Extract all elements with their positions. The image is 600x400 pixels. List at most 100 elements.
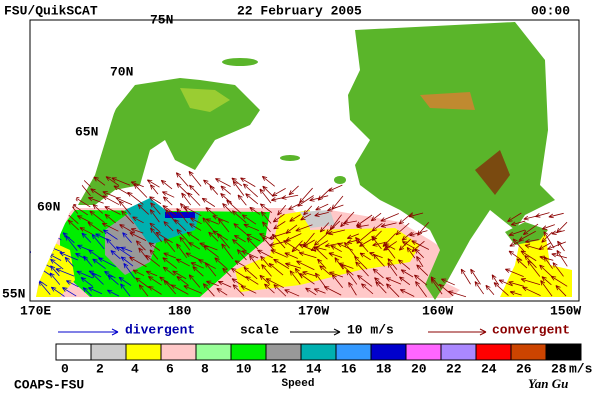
wind-arrow xyxy=(120,283,131,297)
wind-arrow xyxy=(319,265,331,276)
wind-arrow xyxy=(289,214,301,222)
wind-arrow xyxy=(241,214,257,225)
wind-arrow xyxy=(314,272,326,288)
colorbar-cell xyxy=(510,343,547,361)
wind-arrow xyxy=(175,258,190,267)
wind-arrow xyxy=(205,207,216,216)
header-title: FSU/QuikSCAT xyxy=(4,3,98,18)
colorbar-cell xyxy=(440,343,477,361)
wind-arrow xyxy=(359,238,372,247)
wind-arrow xyxy=(90,188,104,198)
wind-arrow xyxy=(409,230,428,237)
wind-arrow xyxy=(132,216,144,224)
wind-arrow xyxy=(512,238,525,252)
wind-arrow xyxy=(327,204,344,212)
wind-arrow xyxy=(148,242,161,251)
wind-arrow xyxy=(232,180,245,196)
legend-convergent: convergent xyxy=(492,322,570,337)
colorbar-label: 24 xyxy=(481,361,497,376)
wind-arrow xyxy=(162,205,177,216)
field-lightgray xyxy=(300,210,335,228)
wind-arrow xyxy=(543,256,553,269)
wind-arrow xyxy=(175,172,189,187)
wind-arrow xyxy=(64,256,74,267)
wind-arrow xyxy=(317,258,327,269)
lon-label: 180 xyxy=(168,303,192,318)
wind-arrow xyxy=(181,192,192,206)
colorbar-label: 10 xyxy=(236,361,252,376)
wind-arrow xyxy=(49,272,61,285)
wind-arrow xyxy=(230,268,247,279)
wind-arrow xyxy=(183,285,203,294)
wind-arrow xyxy=(216,288,228,296)
wind-arrow xyxy=(92,203,103,214)
wind-arrow xyxy=(232,284,245,296)
wind-arrow xyxy=(298,251,317,259)
wind-arrow xyxy=(221,243,234,260)
wind-arrow xyxy=(288,185,299,196)
wind-arrow xyxy=(162,266,175,276)
wind-arrow xyxy=(387,258,398,270)
wind-arrow xyxy=(260,255,270,268)
wind-arrow xyxy=(176,182,189,195)
wind-arrow xyxy=(259,233,273,241)
wind-arrow xyxy=(55,268,75,277)
colorbar-label: 22 xyxy=(446,361,462,376)
wind-arrow xyxy=(341,263,354,276)
wind-arrow xyxy=(91,233,105,250)
header-date: 22 February 2005 xyxy=(237,3,362,18)
lat-label: 75N xyxy=(150,12,173,27)
footer-right: Yan Gu xyxy=(528,376,568,391)
wind-arrow xyxy=(242,183,258,198)
wind-arrow xyxy=(375,281,387,294)
wind-arrow xyxy=(551,252,568,259)
wind-arrow xyxy=(374,277,384,287)
wind-arrow xyxy=(541,276,552,286)
wind-arrow xyxy=(150,202,161,215)
wind-arrow xyxy=(430,278,443,295)
land-mountains xyxy=(420,92,475,110)
wind-arrow xyxy=(315,203,329,211)
wind-arrow xyxy=(218,218,230,233)
wind-arrow xyxy=(291,240,303,253)
wind-arrow xyxy=(232,238,247,252)
colorbar: 0 2 4 6 8 10 12 14 16 18 20 22 24 26 28 m/s xyxy=(55,343,593,376)
wind-arrow xyxy=(330,245,342,253)
lat-label: 55N xyxy=(2,286,25,301)
wind-arrow xyxy=(309,195,329,202)
wind-arrow xyxy=(65,280,79,288)
wind-arrow xyxy=(183,206,202,217)
wind-arrow xyxy=(80,277,94,287)
wind-arrow xyxy=(273,221,286,230)
wind-arrow xyxy=(245,193,259,205)
wind-arrow xyxy=(285,262,302,269)
wind-arrow xyxy=(113,185,130,195)
wind-arrow xyxy=(373,253,385,267)
wind-arrow xyxy=(331,274,343,288)
wind-arrow xyxy=(261,175,275,187)
wind-arrow xyxy=(262,236,275,251)
colorbar-cell xyxy=(405,343,442,361)
wind-arrow xyxy=(165,209,176,223)
wind-arrow xyxy=(222,203,233,214)
wind-arrow xyxy=(129,256,147,268)
wind-arrow xyxy=(132,269,145,277)
wind-arrow xyxy=(115,197,133,206)
wind-arrow xyxy=(399,289,415,297)
wind-arrow xyxy=(414,274,428,286)
wind-arrow xyxy=(104,206,121,215)
wind-arrow xyxy=(343,220,357,225)
wind-arrow xyxy=(110,250,121,260)
wind-arrow xyxy=(408,212,424,218)
wind-arrow xyxy=(163,221,174,232)
wind-arrow xyxy=(62,287,77,297)
wind-arrow xyxy=(508,229,526,237)
wind-arrow xyxy=(356,224,369,229)
wind-arrow xyxy=(145,254,161,267)
wind-arrow xyxy=(215,178,231,187)
wind-arrow xyxy=(176,229,190,243)
colorbar-cell xyxy=(370,343,407,361)
legend: divergent scale 10 m/s convergent xyxy=(58,322,570,337)
wind-vectors xyxy=(30,170,568,298)
wind-arrow xyxy=(284,252,298,259)
